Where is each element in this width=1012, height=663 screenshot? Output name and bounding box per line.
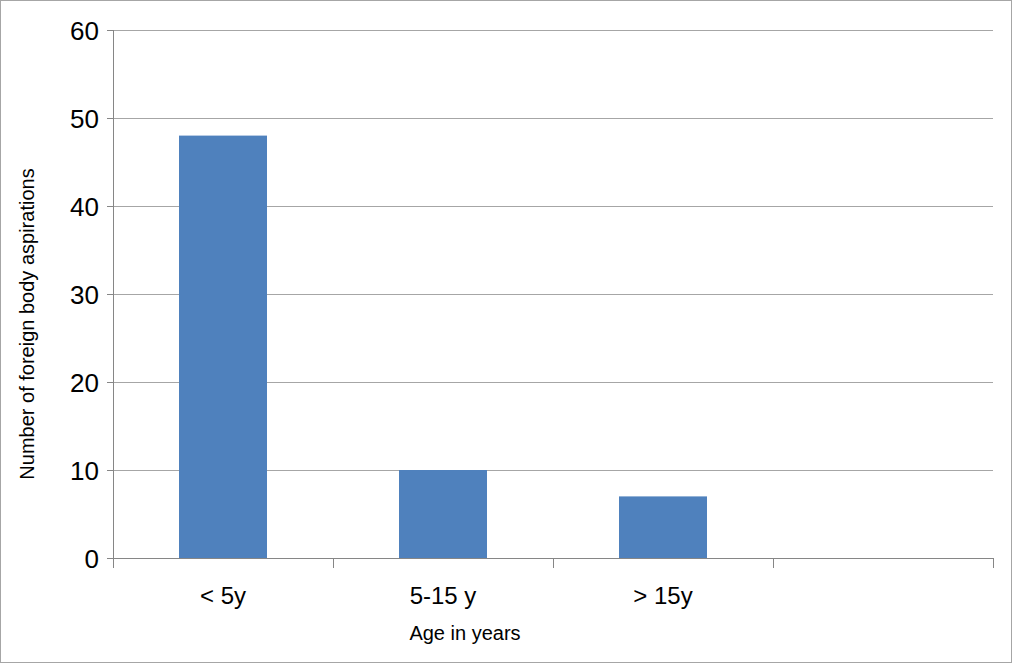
y-axis-label: Number of foreign body aspirations bbox=[16, 168, 38, 479]
y-tick-mark bbox=[107, 382, 113, 383]
outer-border bbox=[1, 1, 1012, 663]
y-tick-label: 20 bbox=[70, 368, 99, 398]
bar bbox=[399, 470, 487, 558]
y-tick-mark bbox=[107, 294, 113, 295]
y-tick-label: 50 bbox=[70, 104, 99, 134]
y-tick-mark bbox=[107, 558, 113, 559]
bar bbox=[179, 136, 267, 558]
bar bbox=[619, 496, 707, 558]
x-tick-mark bbox=[553, 558, 554, 568]
grid-line bbox=[113, 118, 993, 119]
y-tick-label: 0 bbox=[85, 544, 99, 574]
y-tick-mark bbox=[107, 30, 113, 31]
y-tick-mark bbox=[107, 118, 113, 119]
y-tick-label: 60 bbox=[70, 16, 99, 46]
y-tick-mark bbox=[107, 206, 113, 207]
chart-svg: 0 10 20 30 40 50 60 < 5y 5-15 y > 15y Age in years… bbox=[0, 0, 1012, 663]
bars bbox=[179, 136, 707, 558]
grid-line bbox=[113, 30, 993, 31]
x-tick-label: < 5y bbox=[200, 582, 246, 609]
x-tick-label: > 15y bbox=[633, 582, 692, 609]
x-tick-mark bbox=[773, 558, 774, 568]
x-tick-label: 5-15 y bbox=[410, 582, 477, 609]
y-tick-mark bbox=[107, 470, 113, 471]
chart-container: 0 10 20 30 40 50 60 < 5y 5-15 y > 15y Age in years… bbox=[0, 0, 1012, 663]
x-tick-mark bbox=[113, 558, 114, 568]
y-tick-label: 10 bbox=[70, 456, 99, 486]
y-tick-label: 40 bbox=[70, 192, 99, 222]
x-tick-mark bbox=[333, 558, 334, 568]
x-axis-label: Age in years bbox=[409, 622, 520, 644]
y-axis bbox=[113, 30, 114, 558]
x-tick-mark bbox=[993, 558, 994, 568]
y-tick-label: 30 bbox=[70, 280, 99, 310]
